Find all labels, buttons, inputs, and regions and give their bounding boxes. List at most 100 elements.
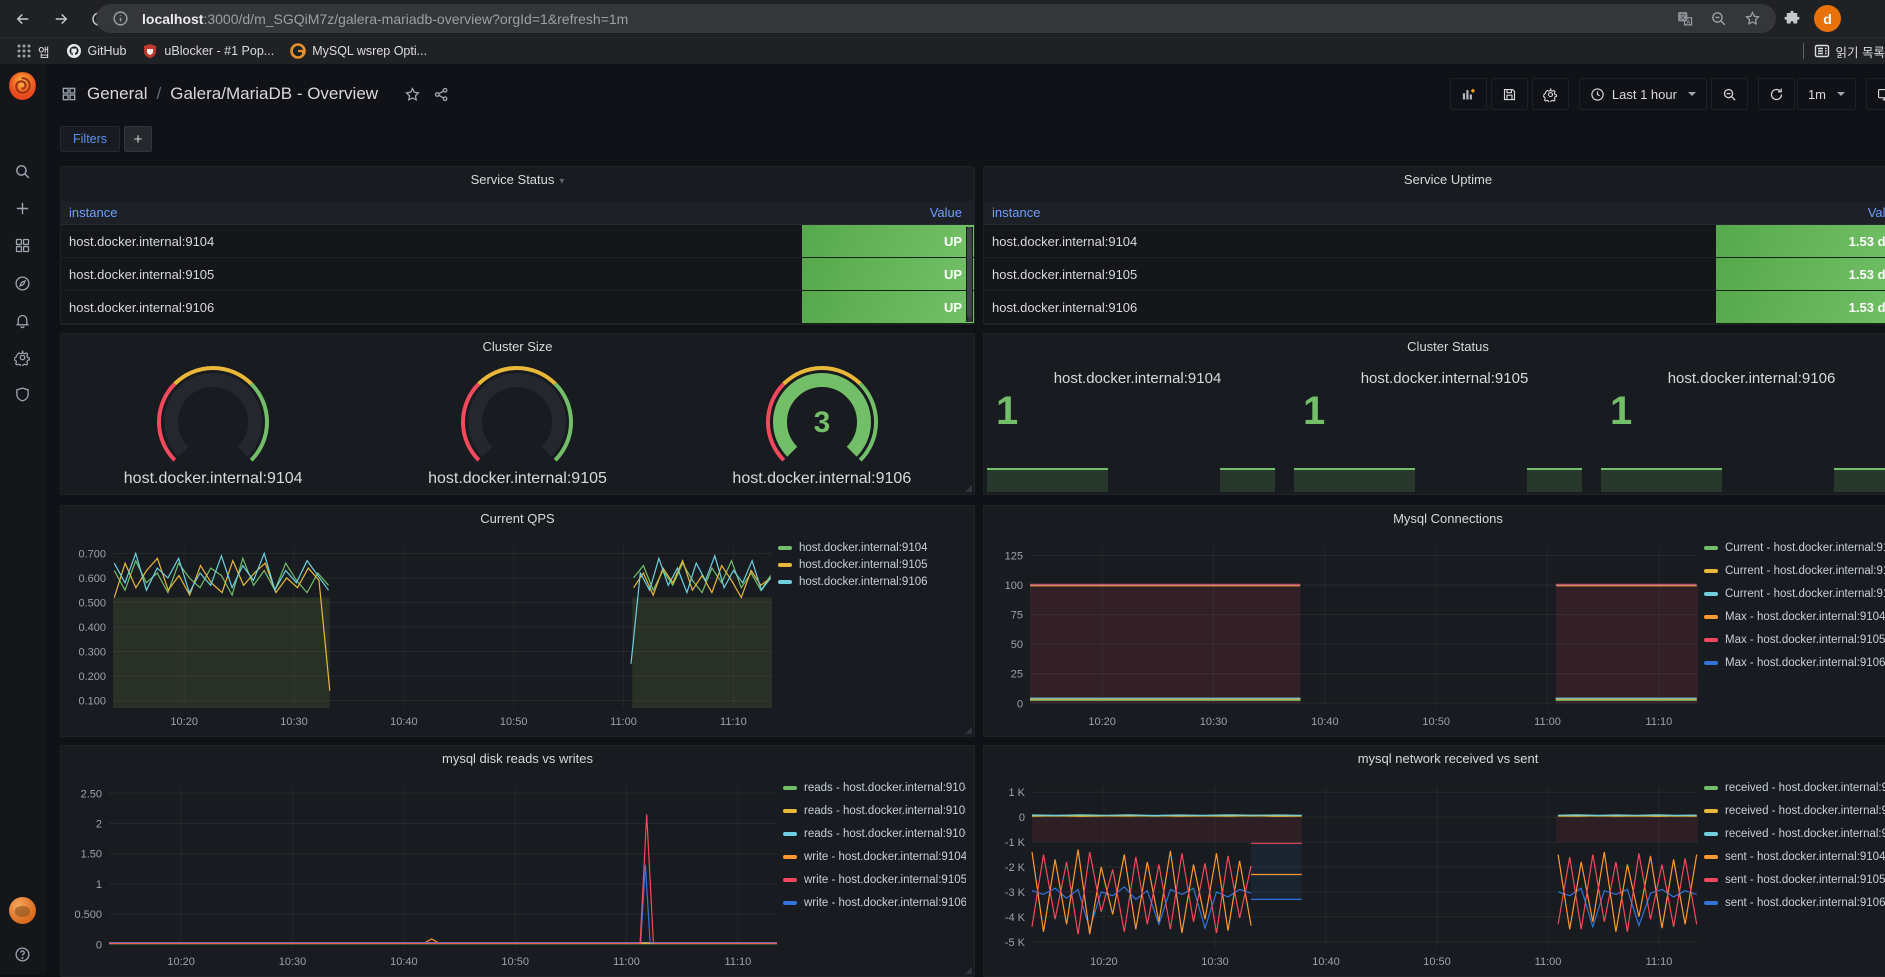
stat-sparkline (1598, 468, 1885, 492)
grafana-logo[interactable] (6, 70, 39, 103)
svg-text:10:20: 10:20 (167, 956, 195, 968)
zoom-page-icon[interactable] (1706, 7, 1730, 31)
panel-title[interactable]: Current QPS (480, 511, 555, 526)
bookmark-mysql[interactable]: MySQL wsrep Opti... (290, 43, 427, 59)
legend-item[interactable]: reads - host.docker.internal:9105 (783, 805, 966, 817)
panel-current-qps: Current QPS 0.700 0.600 0.500 0.400 0.300 0.2… (60, 505, 975, 737)
back-button[interactable] (8, 4, 38, 34)
status-value-cell: UP (802, 290, 974, 324)
legend-color-mark (783, 809, 797, 813)
network-chart: 1 K 0 -1 K -2 K -3 K -4 K -5 K 10:20 10:30 10:40 1… (992, 772, 1704, 972)
extensions-puzzle-icon[interactable] (1779, 6, 1805, 32)
svg-text:11:00: 11:00 (1535, 956, 1562, 968)
help-icon[interactable] (0, 939, 45, 969)
cycle-view-mode-button[interactable] (1866, 78, 1885, 110)
table-row: host.docker.internal:9106 1.53 day (984, 290, 1885, 324)
legend-item[interactable]: Current - host.docker.internal:9105 (1704, 565, 1885, 577)
add-panel-button[interactable] (1449, 78, 1487, 110)
browser-profile-avatar[interactable]: d (1814, 5, 1841, 32)
panel-title[interactable]: Mysql Connections (1393, 511, 1503, 526)
alerting-bell-icon[interactable] (0, 305, 45, 335)
legend-label: sent - host.docker.internal:9104 (1725, 851, 1885, 863)
user-avatar[interactable] (9, 897, 36, 924)
panel-title[interactable]: mysql network received vs sent (1357, 751, 1539, 766)
panel-title[interactable]: Cluster Status (1407, 339, 1489, 354)
column-header-instance[interactable]: instance (69, 205, 118, 220)
legend-item[interactable]: sent - host.docker.internal:9104 (1704, 851, 1885, 863)
dashboard-settings-button[interactable] (1531, 78, 1569, 110)
legend-item[interactable]: received - host.docker.internal:9106 (1704, 828, 1885, 840)
legend-item[interactable]: host.docker.internal:9106 (778, 576, 966, 588)
filters-button[interactable]: Filters (60, 126, 121, 152)
legend-item[interactable]: host.docker.internal:9104 (778, 542, 966, 554)
create-plus-icon[interactable] (0, 193, 45, 223)
legend-label: received - host.docker.internal:9106 (1725, 828, 1885, 840)
legend-label: write - host.docker.internal:9105 (804, 874, 966, 886)
svg-text:3: 3 (813, 406, 830, 439)
column-header-instance[interactable]: instance (992, 205, 1041, 220)
zoom-out-time-button[interactable] (1710, 78, 1748, 110)
apps-shortcut[interactable]: 앱 (16, 42, 50, 61)
forward-button[interactable] (46, 4, 76, 34)
legend-item[interactable]: reads - host.docker.internal:9104 (783, 782, 966, 794)
panel-title[interactable]: Service Status ▾ (470, 172, 565, 187)
legend-item[interactable]: Current - host.docker.internal:9106 (1704, 588, 1885, 600)
panel-title[interactable]: Cluster Size (482, 339, 553, 354)
bookmark-github[interactable]: GitHub (66, 43, 126, 59)
legend-label: host.docker.internal:9106 (799, 576, 928, 588)
url-bar[interactable]: localhost:3000/d/m_SGQiM7z/galera-mariad… (96, 4, 1776, 33)
legend-item[interactable]: received - host.docker.internal:9105 (1704, 805, 1885, 817)
panel-service-status: Service Status ▾ instance Value host.dock… (60, 166, 975, 325)
search-icon[interactable] (0, 156, 45, 186)
server-admin-shield-icon[interactable] (0, 379, 45, 409)
time-range-picker[interactable]: Last 1 hour (1578, 78, 1707, 110)
legend-item[interactable]: host.docker.internal:9105 (778, 559, 966, 571)
legend-item[interactable]: write - host.docker.internal:9105 (783, 874, 966, 886)
connections-chart: 125 100 75 50 25 0 10:20 10:30 10:40 10:50 11:00 11… (992, 532, 1704, 732)
legend-color-mark (1704, 546, 1718, 550)
breadcrumb-dashboard-title[interactable]: Galera/MariaDB - Overview (170, 84, 379, 103)
legend-item[interactable]: Current - host.docker.internal:9104 (1704, 542, 1885, 554)
dashboards-icon[interactable] (0, 230, 45, 260)
reading-list-button[interactable]: 읽기 목록 (1814, 42, 1885, 61)
breadcrumb-folder[interactable]: General (87, 84, 148, 103)
refresh-interval-picker[interactable]: 1m (1796, 78, 1856, 110)
legend-item[interactable]: write - host.docker.internal:9106 (783, 897, 966, 909)
gauge-label: host.docker.internal:9106 (732, 470, 912, 487)
bookmark-star-icon[interactable] (1740, 7, 1764, 31)
network-legend: received - host.docker.internal:9104 rece… (1704, 772, 1885, 972)
save-dashboard-button[interactable] (1490, 78, 1528, 110)
column-header-value[interactable]: Value (1867, 205, 1885, 220)
legend-color-mark (783, 878, 797, 882)
legend-item[interactable]: received - host.docker.internal:9104 (1704, 782, 1885, 794)
legend-item[interactable]: reads - host.docker.internal:9106 (783, 828, 966, 840)
panel-title[interactable]: mysql disk reads vs writes (442, 751, 593, 766)
site-info-icon[interactable] (108, 7, 132, 31)
status-value-cell: 1.53 day (1716, 290, 1885, 324)
add-filter-button[interactable]: + (124, 126, 153, 152)
share-dashboard-icon[interactable] (433, 86, 450, 103)
configuration-gear-icon[interactable] (0, 342, 45, 372)
column-header-value[interactable]: Value (929, 205, 962, 220)
legend-item[interactable]: sent - host.docker.internal:9105 (1704, 874, 1885, 886)
refresh-button[interactable] (1757, 78, 1795, 110)
legend-color-mark (783, 901, 797, 905)
table-scrollbar[interactable] (966, 227, 973, 322)
gauge-arc (461, 365, 574, 462)
svg-text:10:50: 10:50 (1423, 956, 1451, 968)
svg-text:11:00: 11:00 (1534, 716, 1561, 728)
explore-compass-icon[interactable] (0, 268, 45, 298)
panel-title[interactable]: Service Uptime (1403, 172, 1493, 187)
legend-item[interactable]: Max - host.docker.internal:9106 (1704, 657, 1885, 669)
ublocker-icon (142, 43, 158, 59)
bookmark-ublocker[interactable]: uBlocker - #1 Pop... (142, 43, 274, 59)
gauge-label: host.docker.internal:9104 (123, 470, 303, 487)
legend-item[interactable]: sent - host.docker.internal:9106 (1704, 897, 1885, 909)
legend-color-mark (1704, 661, 1718, 665)
legend-item[interactable]: Max - host.docker.internal:9104 (1704, 611, 1885, 623)
legend-item[interactable]: Max - host.docker.internal:9105 (1704, 634, 1885, 646)
legend-item[interactable]: write - host.docker.internal:9104 (783, 851, 966, 863)
star-dashboard-icon[interactable] (404, 86, 421, 103)
legend-label: received - host.docker.internal:9104 (1725, 782, 1885, 794)
